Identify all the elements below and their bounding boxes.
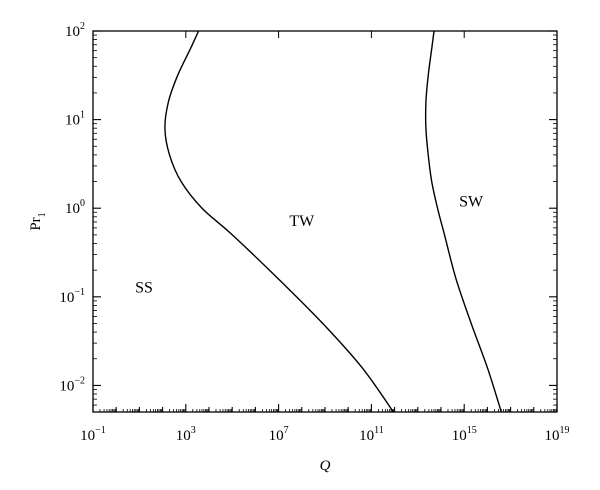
y-tick-label: 101 [65,110,85,129]
region-label-ss: SS [135,279,153,296]
plot-frame [92,30,558,413]
region-label-sw: SW [459,193,484,210]
boundary-curve-1 [164,30,395,413]
y-tick-label: 10−2 [59,375,85,394]
x-tick-label: 1011 [359,425,384,444]
y-tick-label: 100 [65,198,85,217]
region-label-tw: TW [289,213,315,230]
y-tick-label: 102 [65,21,85,40]
x-tick-label: 10−1 [80,425,106,444]
y-tick-label: 10−1 [59,287,85,306]
y-axis-label: Pr1 [28,212,48,230]
x-tick-label: 1015 [452,425,477,444]
boundary-curve-2 [424,30,502,413]
x-tick-label: 1019 [545,425,570,444]
x-tick-label: 107 [269,425,289,444]
x-tick-label: 103 [176,425,196,444]
x-axis-label: Q [320,458,331,474]
